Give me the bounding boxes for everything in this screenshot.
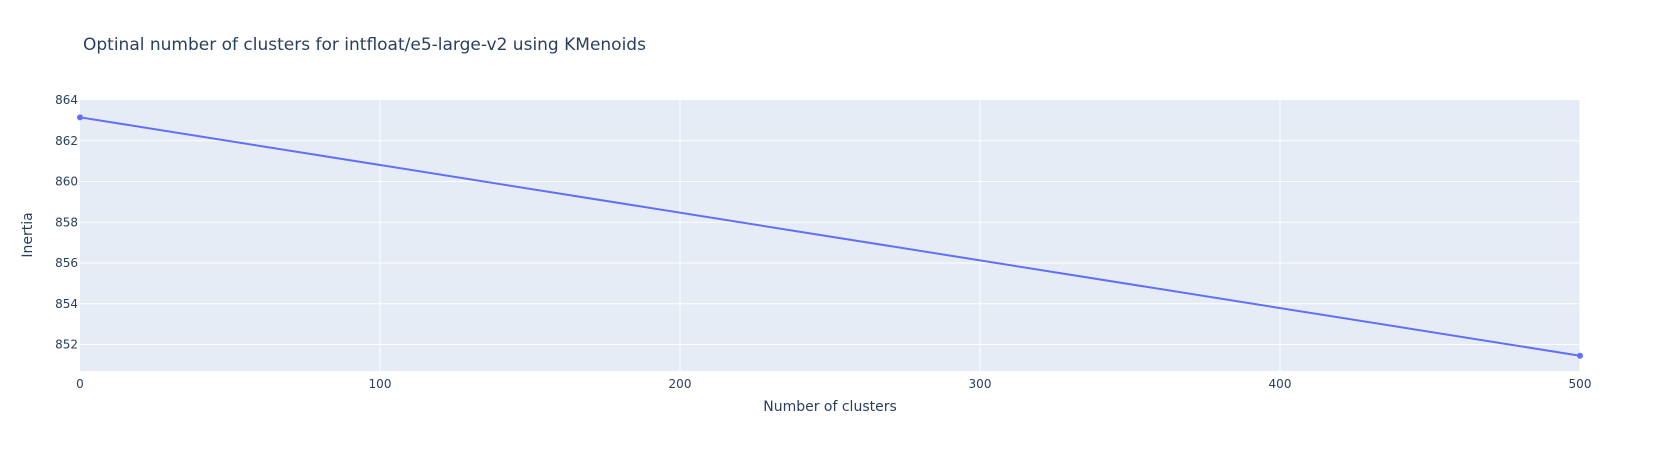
data-point[interactable]: [1577, 352, 1583, 359]
y-tick-label: 858: [55, 215, 78, 229]
y-tick-label: 864: [55, 93, 78, 107]
plot-area: [80, 100, 1580, 371]
data-point[interactable]: [77, 114, 83, 121]
y-axis-ticks: 852 854 856 858 860 862 864: [55, 93, 78, 352]
x-axis-title: Number of clusters: [763, 399, 897, 415]
y-tick-label: 854: [55, 297, 78, 311]
x-tick-label: 400: [1269, 377, 1292, 391]
chart-title: Optinal number of clusters for intfloat/…: [83, 35, 646, 55]
series-line: [79, 116, 1581, 357]
y-tick-label: 862: [55, 134, 78, 148]
y-tick-label: 860: [55, 175, 78, 189]
x-tick-label: 300: [969, 377, 992, 391]
grid-lines: [80, 100, 1581, 371]
x-axis-ticks: 0 100 200 300 400 500: [76, 377, 1591, 391]
y-tick-label: 852: [55, 338, 78, 352]
y-axis-title: Inertia: [20, 212, 36, 257]
x-tick-label: 100: [369, 377, 392, 391]
x-tick-label: 200: [669, 377, 692, 391]
series-layer: [77, 114, 1583, 359]
y-tick-label: 856: [55, 256, 78, 270]
x-tick-label: 500: [1569, 377, 1592, 391]
x-tick-label: 0: [76, 377, 84, 391]
